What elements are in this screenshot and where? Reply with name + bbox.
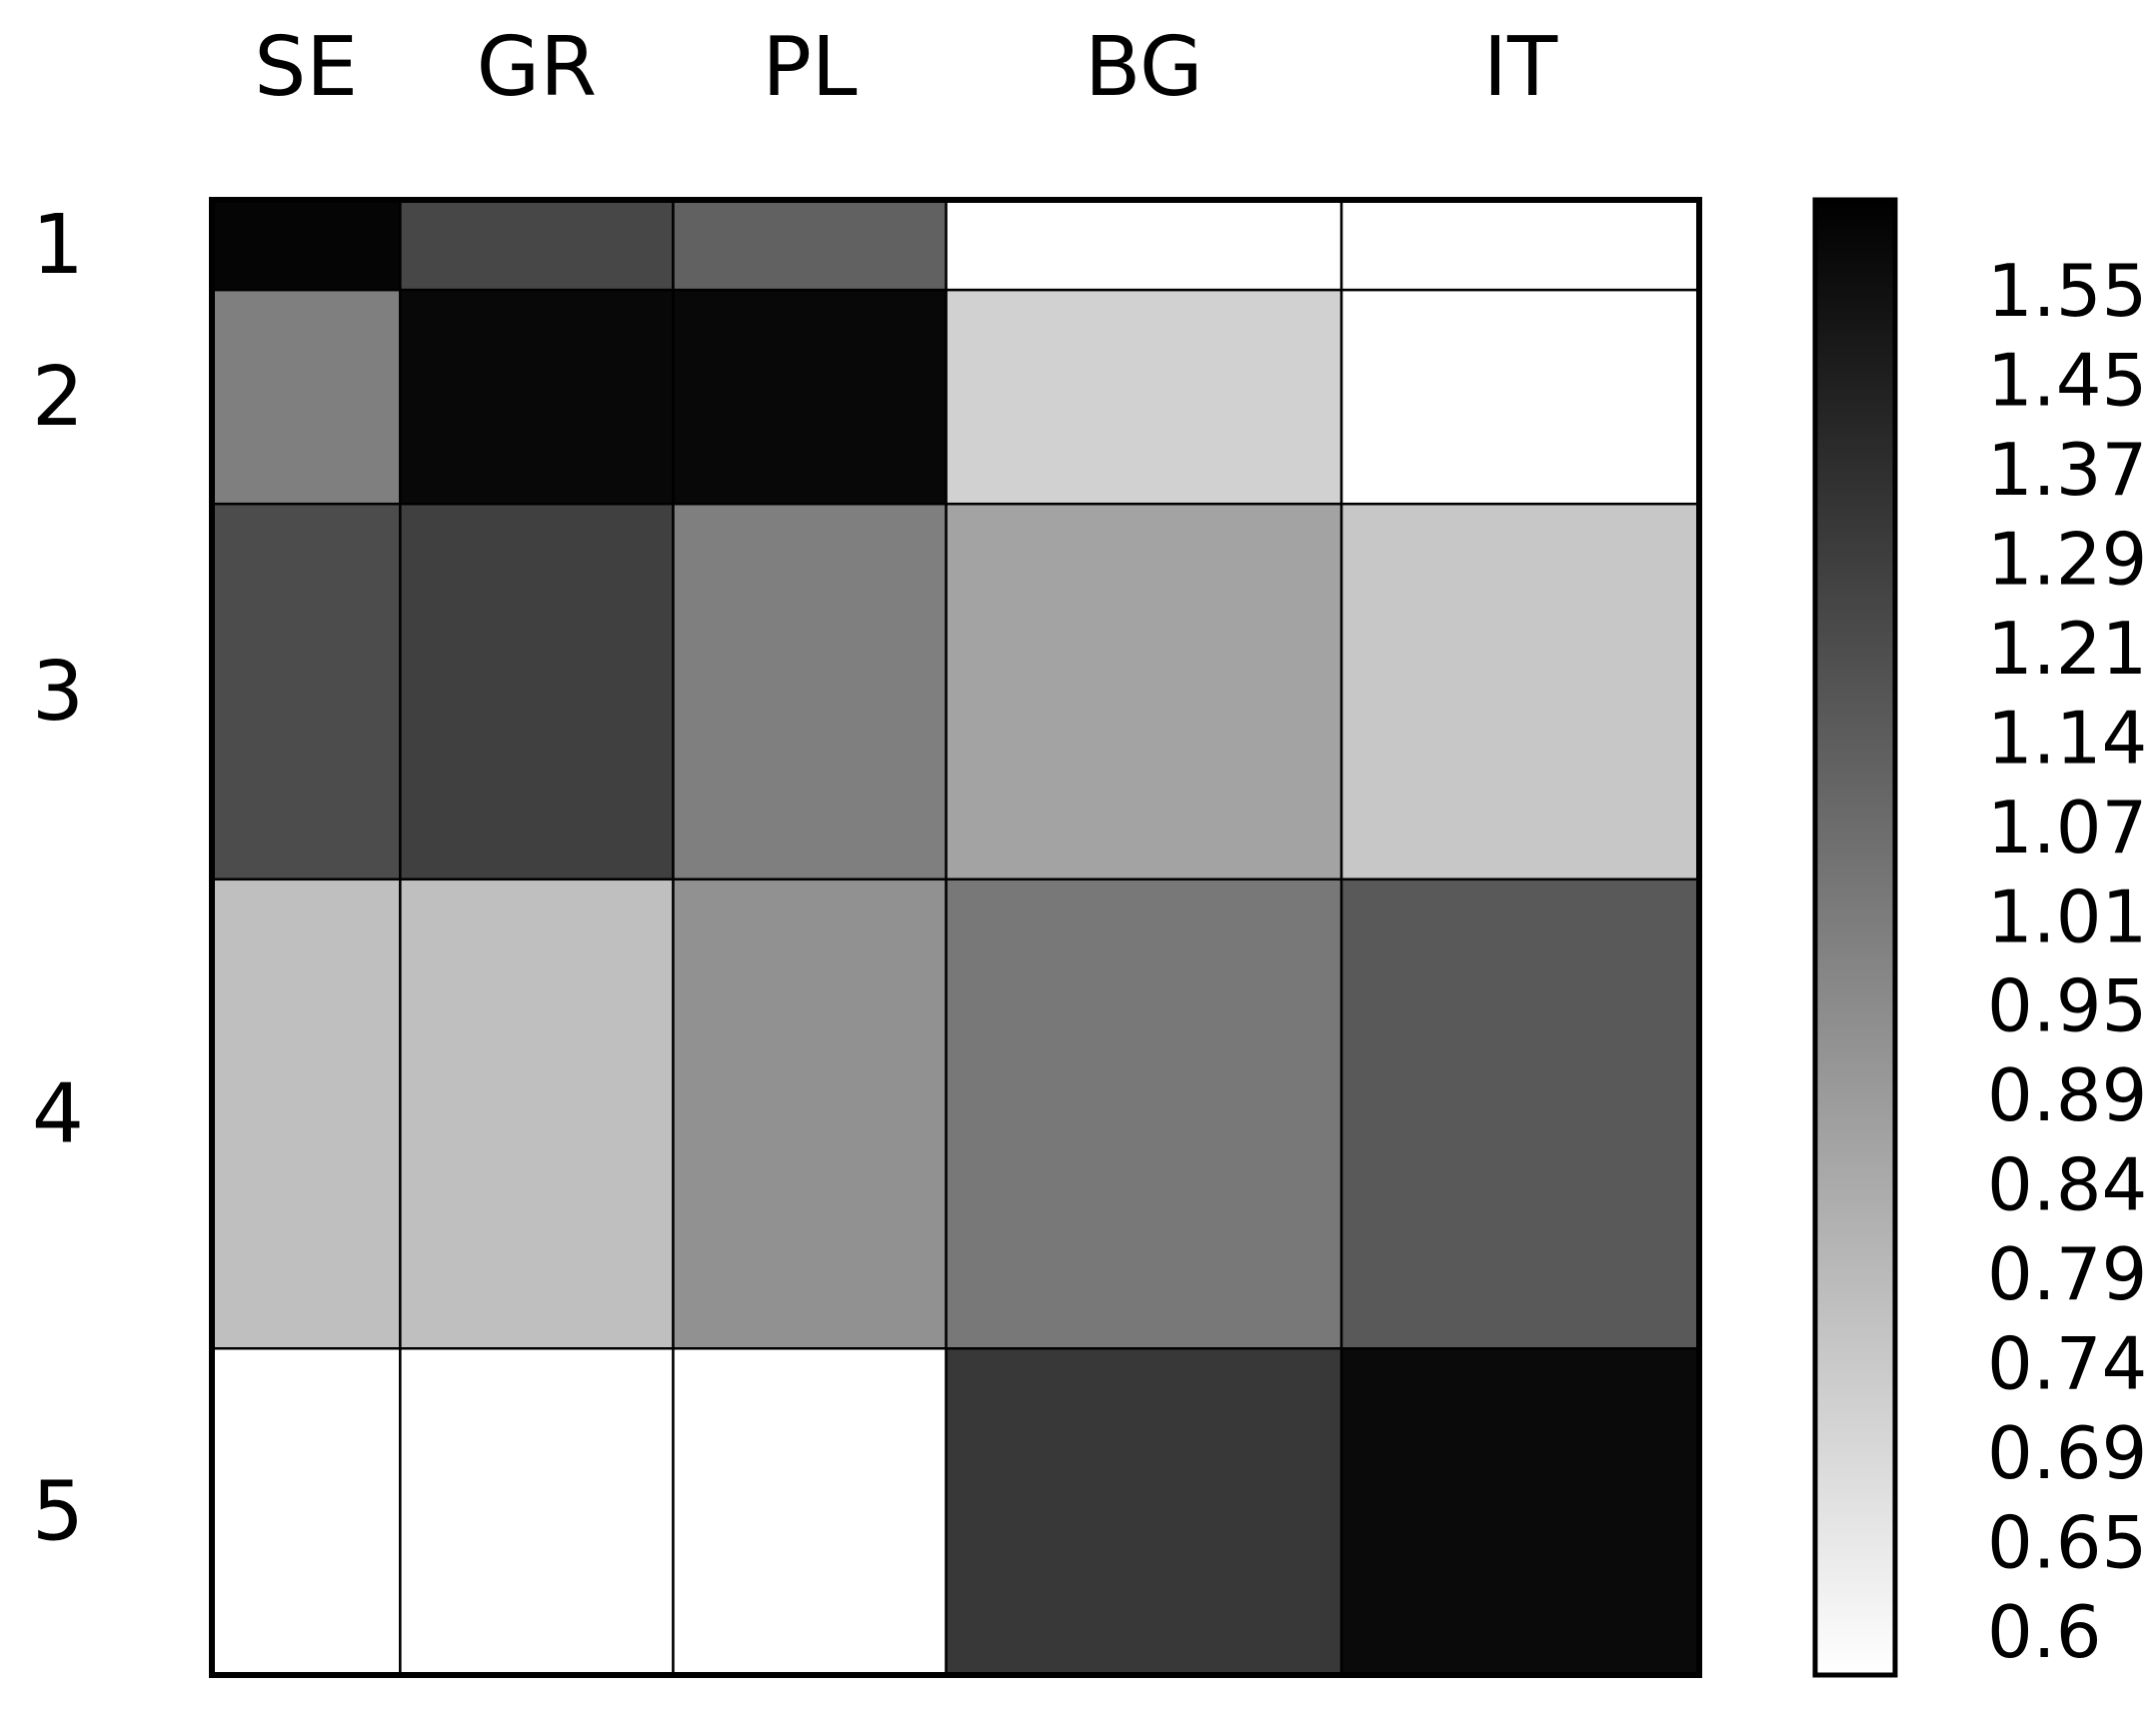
heatmap-cell-r2-se [210,288,402,506]
heatmap-cell-r3-gr [399,502,675,881]
column-label-se: SE [254,20,358,115]
column-label-bg: BG [1084,20,1202,115]
colorbar-tick-label: 0.6 [1987,1590,2102,1674]
colorbar-tick-label: 0.95 [1987,964,2147,1048]
row-label-2: 2 [32,350,84,445]
heatmap-cell-r3-se [210,502,402,881]
column-label-it: IT [1483,20,1558,115]
row-labels: 1 2 3 4 5 [32,198,84,1560]
heatmap-cell-r3-it [1339,502,1701,881]
colorbar [1812,197,1898,1678]
column-labels: SE GR PL BG IT [254,20,1558,115]
heatmap-cell-r2-it [1339,288,1701,506]
colorbar-tick-label: 1.07 [1987,786,2147,869]
colorbar-tick-label: 0.65 [1987,1501,2147,1585]
heatmap-frame [209,197,1702,1678]
colorbar-tick-labels: 1.551.451.371.291.211.141.071.010.950.89… [1987,249,2147,1674]
heatmap-cells [210,198,1701,1677]
heatmap-cell-r1-bg [945,198,1343,292]
heatmap-cell-r3-bg [945,502,1343,881]
colorbar-tick-label: 1.21 [1987,607,2147,691]
heatmap-cell-r2-gr [399,288,675,506]
heatmap-cell-r4-gr [399,877,675,1350]
colorbar-tick-label: 0.79 [1987,1232,2147,1316]
heatmap-cell-r1-pl [672,198,948,292]
row-label-1: 1 [32,198,84,293]
column-label-gr: GR [477,20,598,115]
heatmap-cell-r4-pl [672,877,948,1350]
row-label-3: 3 [32,645,84,740]
heatmap-cell-r1-se [210,198,402,292]
colorbar-tick-label: 1.29 [1987,517,2147,601]
colorbar-tick-label: 1.55 [1987,249,2147,333]
heatmap-cell-r5-gr [399,1347,675,1677]
colorbar-tick-label: 1.37 [1987,428,2147,512]
heatmap-cell-r4-bg [945,877,1343,1350]
heatmap-cell-r3-pl [672,502,948,881]
heatmap-cell-r4-it [1339,877,1701,1350]
colorbar-tick-label: 0.69 [1987,1411,2147,1495]
heatmap-cell-r1-gr [399,198,675,292]
heatmap-cell-r5-bg [945,1347,1343,1677]
heatmap-cell-r4-se [210,877,402,1350]
heatmap-cell-r5-pl [672,1347,948,1677]
colorbar-tick-label: 1.01 [1987,874,2147,958]
heatmap-cell-r2-bg [945,288,1343,506]
column-label-pl: PL [762,20,857,115]
colorbar-tick-label: 0.89 [1987,1053,2147,1137]
row-label-5: 5 [32,1465,84,1560]
heatmap-cell-r1-it [1339,198,1701,292]
heatmap-cell-r5-it [1339,1347,1701,1677]
row-label-4: 4 [32,1067,84,1162]
colorbar-tick-label: 0.74 [1987,1322,2147,1406]
colorbar-tick-label: 0.84 [1987,1143,2147,1227]
heatmap-cell-r5-se [210,1347,402,1677]
colorbar-tick-label: 1.45 [1987,338,2147,422]
colorbar-tick-label: 1.14 [1987,696,2147,780]
heatmap-cell-r2-pl [672,288,948,506]
